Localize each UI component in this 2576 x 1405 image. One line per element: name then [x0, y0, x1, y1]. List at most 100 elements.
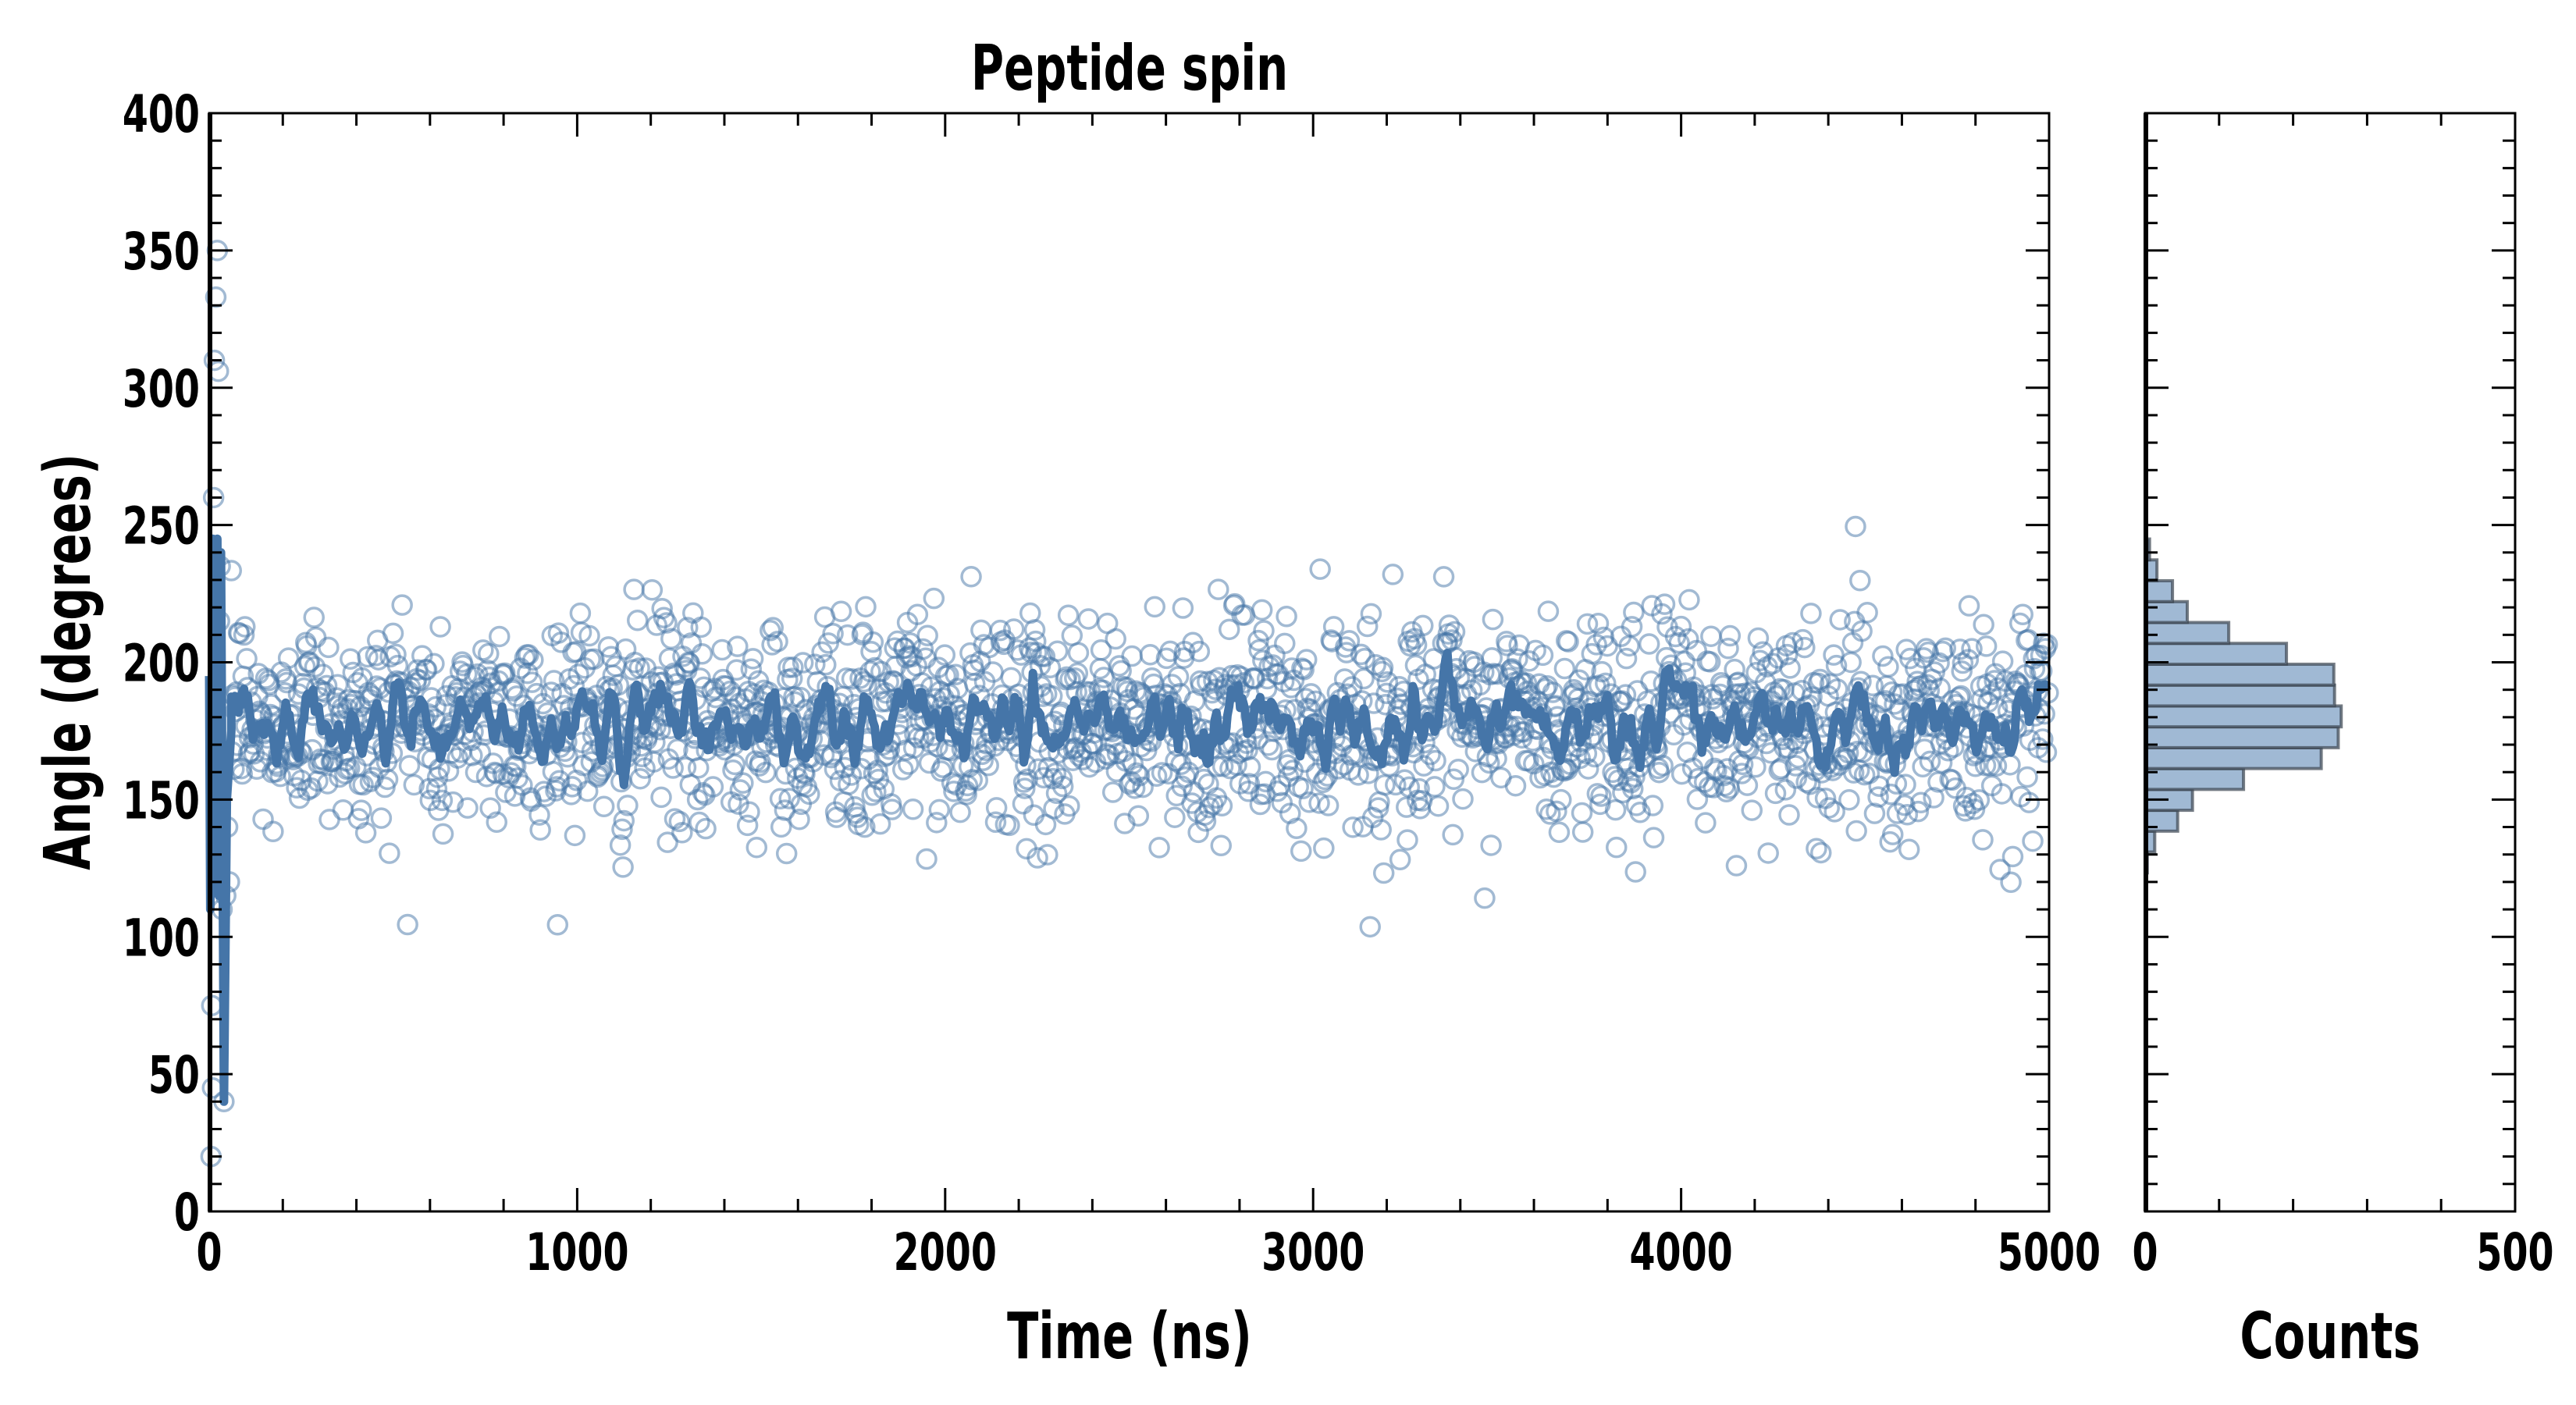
scatter-point [1105, 628, 1126, 650]
scatter-point [262, 820, 284, 842]
scatter-point [607, 674, 630, 696]
scatter-point [1432, 566, 1455, 588]
scatter-point [923, 587, 945, 610]
scatter-point [690, 616, 713, 638]
scatter-point [1452, 788, 1474, 810]
scatter-point [1376, 671, 1399, 693]
scatter-point [1781, 631, 1804, 654]
scatter-point [629, 767, 651, 790]
tick-label: 1000 [525, 1222, 628, 1282]
tick-label: 0 [174, 1183, 200, 1243]
scatter-point [1249, 793, 1272, 816]
scatter-point [1274, 632, 1296, 655]
scatter-point [464, 761, 487, 784]
scatter-point [1023, 804, 1045, 826]
scatter-point [725, 659, 748, 681]
scatter-point [1950, 685, 1972, 707]
scatter-point [1642, 827, 1665, 848]
scatter-point [429, 616, 451, 638]
scatter-point [617, 795, 639, 816]
scatter-point [528, 804, 550, 826]
scatter-point [376, 768, 399, 791]
tick-label: 150 [123, 771, 200, 831]
scatter-point [1653, 593, 1676, 615]
scatter-point [900, 660, 922, 682]
scatter-point [1061, 624, 1083, 646]
scatter-point [1123, 777, 1146, 799]
scatter-point [1745, 756, 1767, 778]
scatter-point [738, 801, 760, 823]
scatter-point [1258, 734, 1279, 756]
scatter-point [838, 774, 859, 795]
scatter-point [736, 814, 759, 837]
scatter-point [1321, 631, 1343, 653]
scatter-point [1372, 862, 1395, 884]
scatter-point [775, 842, 798, 865]
scatter-point [644, 731, 666, 753]
scatter-point [976, 733, 998, 755]
scatter-point [1322, 616, 1345, 638]
histogram-bar [2144, 809, 2179, 833]
scatter-point [1342, 816, 1364, 838]
scatter-point [724, 753, 746, 776]
scatter-point [1623, 601, 1645, 624]
scatter-point [1057, 604, 1080, 627]
scatter-point [854, 816, 876, 838]
scatter-point [1338, 630, 1361, 652]
scatter-point [540, 681, 562, 703]
scatter-point [298, 651, 321, 673]
scatter-point [1571, 821, 1594, 843]
scatter-point [1121, 645, 1143, 667]
scatter-point [711, 638, 733, 661]
scatter-point [1045, 782, 1068, 805]
scatter-point [1486, 663, 1508, 685]
scatter-point [1961, 638, 1983, 660]
scatter-point [727, 635, 749, 657]
scatter-point [1606, 836, 1628, 859]
scatter-point [1126, 762, 1147, 784]
scatter-point [2001, 845, 2024, 868]
scatter-point [1699, 651, 1721, 673]
scatter-point [611, 818, 633, 841]
scatter-point [382, 622, 404, 645]
scatter-point [1164, 806, 1186, 828]
scatter-point [277, 647, 300, 669]
scatter-point [1372, 656, 1394, 679]
scatter-point [899, 632, 921, 654]
scatter-point [1438, 614, 1461, 636]
scatter-point [1973, 614, 1994, 636]
scatter-point [1809, 841, 1832, 864]
scatter-point [1557, 631, 1579, 653]
scatter-point [1779, 657, 1801, 679]
scatter-point [1354, 647, 1375, 670]
scatter-point [1695, 812, 1717, 834]
scatter-point [1719, 624, 1742, 647]
scatter-point [1638, 633, 1660, 655]
scatter-point [762, 617, 784, 638]
scatter-point [865, 781, 887, 802]
scatter-point [489, 625, 511, 648]
scatter-point [963, 673, 986, 695]
scatter-point [1867, 786, 1889, 808]
scatter-point [1443, 768, 1465, 790]
scatter-point [695, 817, 717, 840]
scatter-point [1757, 842, 1779, 864]
scatter-point [792, 652, 814, 674]
scatter-point [1550, 788, 1572, 811]
tick-label: 350 [123, 222, 200, 282]
scatter-point [1238, 773, 1261, 795]
tick-label: 0 [2132, 1222, 2158, 1282]
scatter-point [1347, 764, 1369, 786]
scatter-point [529, 819, 551, 841]
tick-label: 3000 [1261, 1222, 1364, 1282]
histogram-bar [2144, 599, 2190, 624]
tick-label: 200 [123, 634, 200, 694]
scatter-point [680, 632, 703, 654]
scatter-point [627, 609, 649, 631]
histogram-bar [2144, 725, 2340, 749]
scatter-point [318, 809, 340, 831]
scatter-point [563, 674, 585, 697]
scatter-point [1651, 603, 1673, 625]
scatter-point [1292, 777, 1314, 800]
